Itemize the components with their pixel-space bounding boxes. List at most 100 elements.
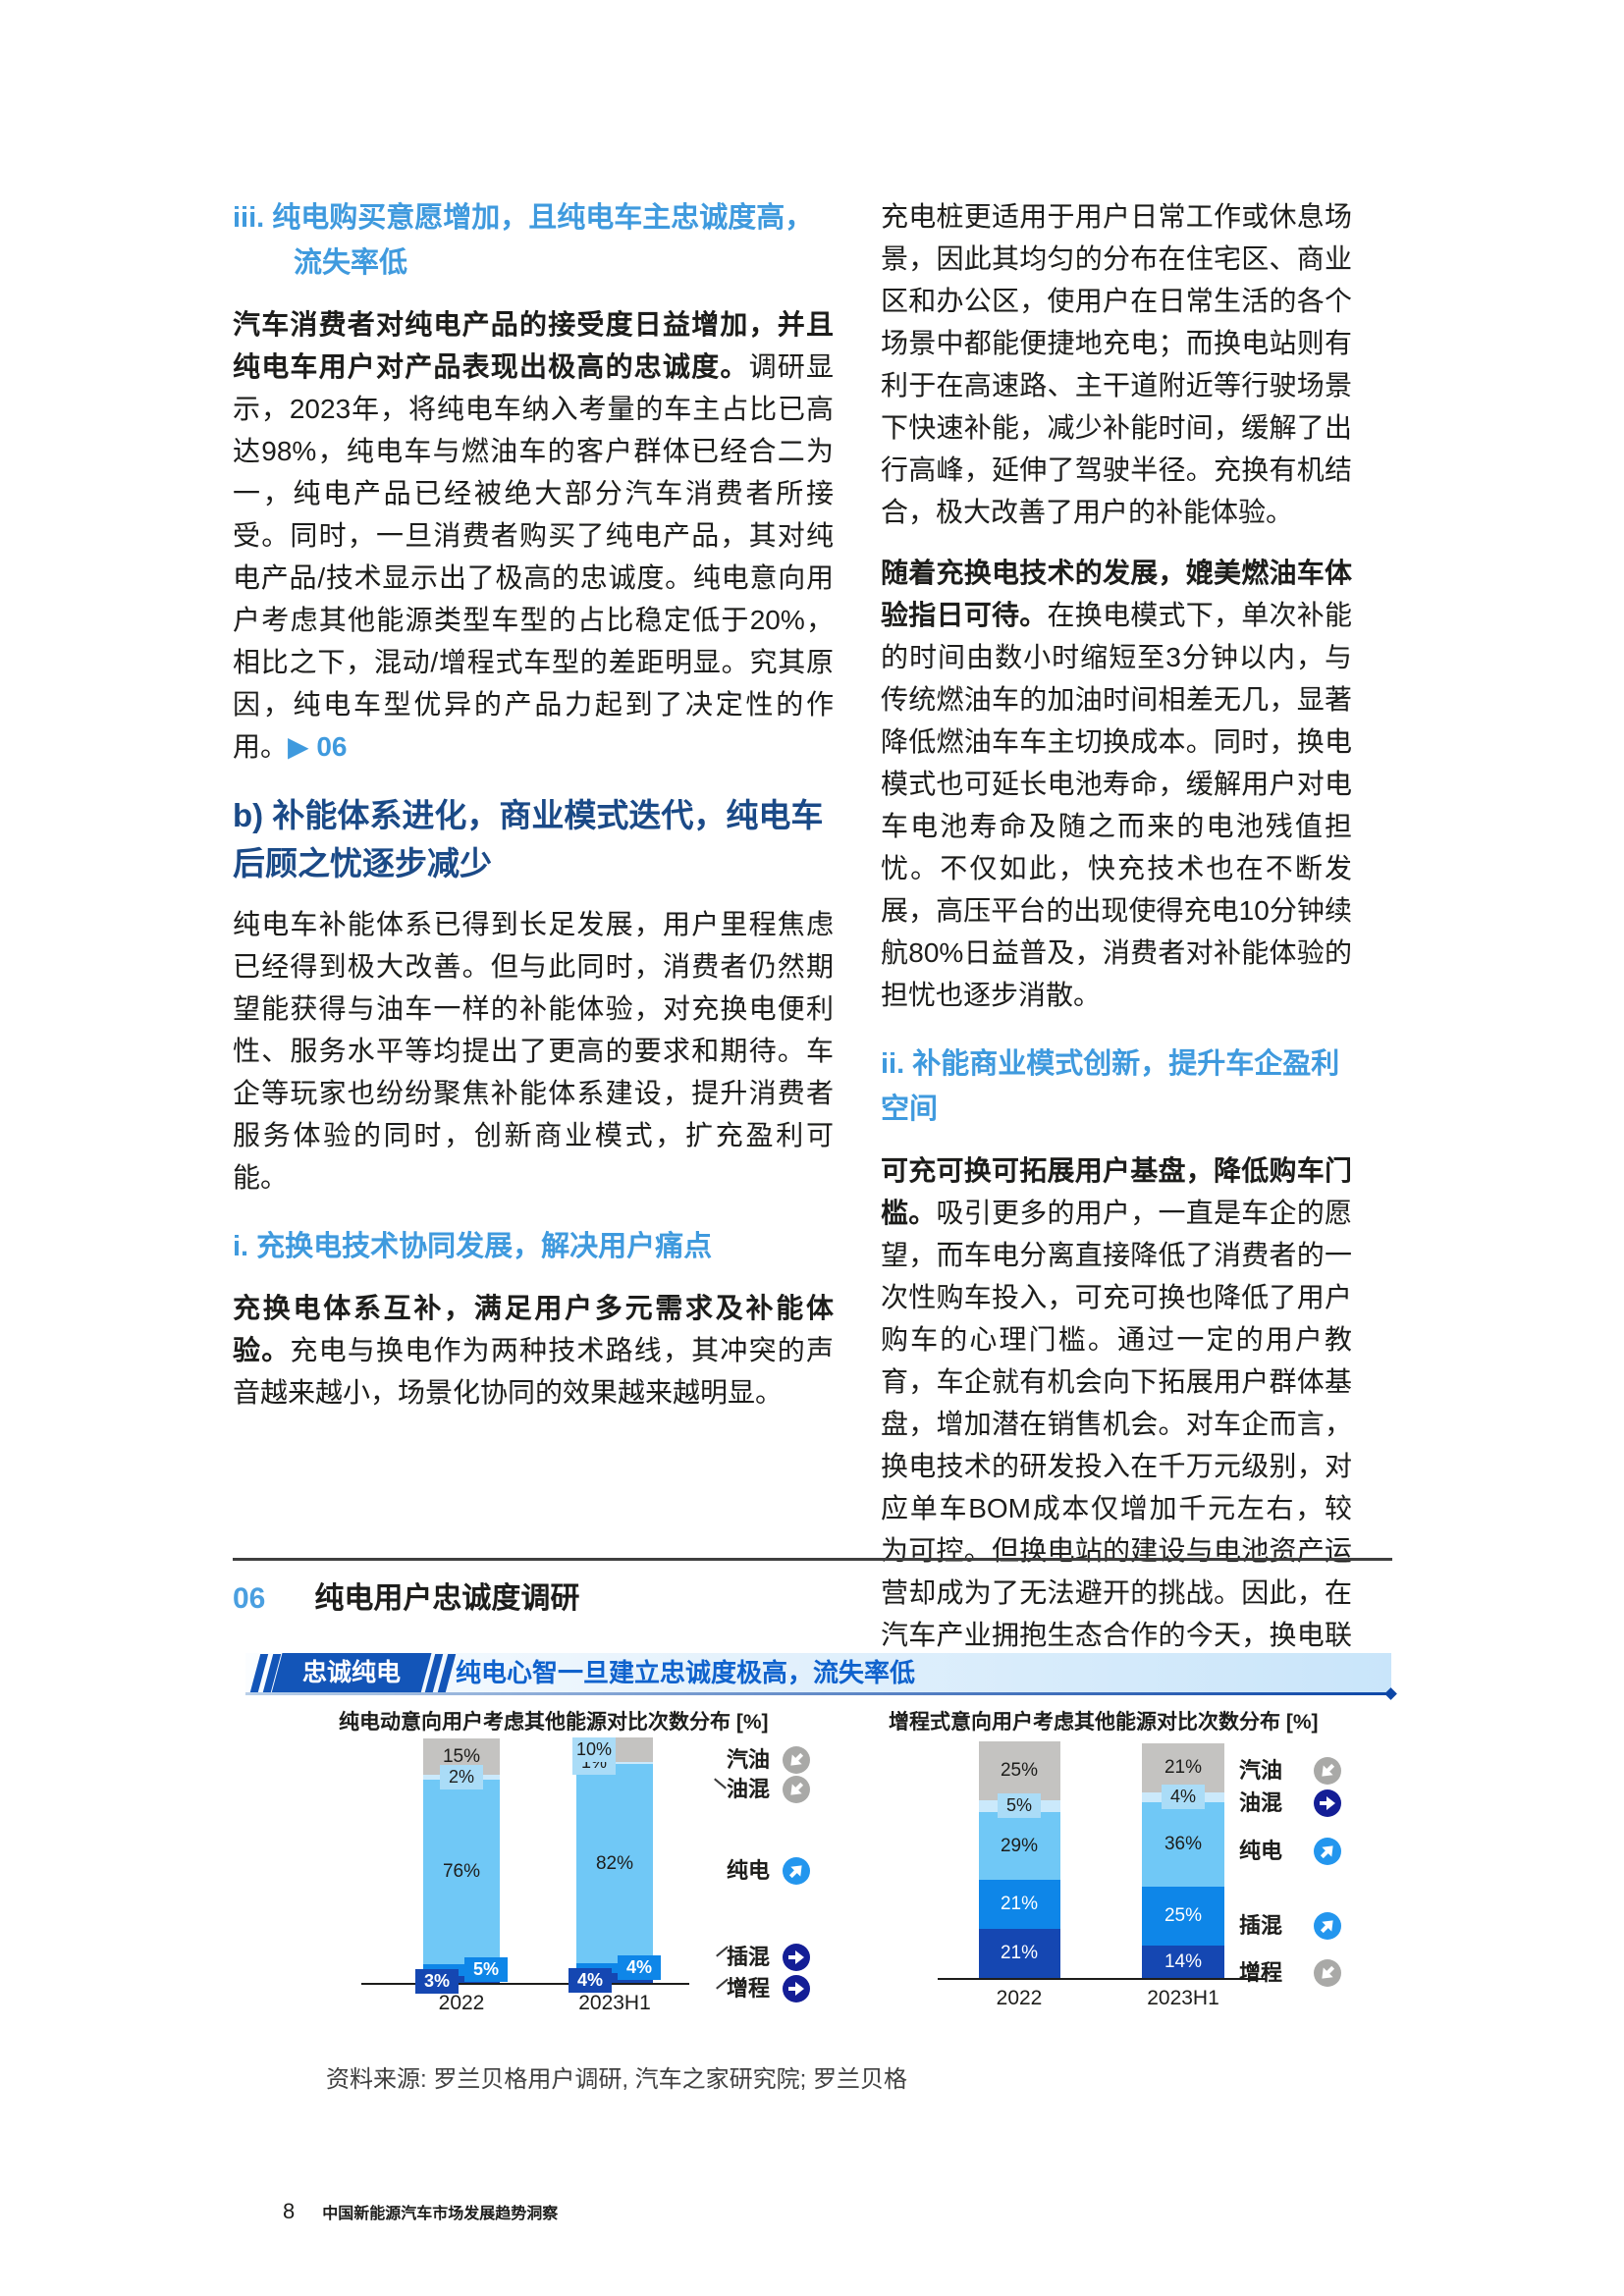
paragraph-1: 汽车消费者对纯电产品的接受度日益增加，并且纯电车用户对产品表现出极高的忠诚度。调… xyxy=(233,303,834,768)
legend-label-纯电: 纯电 xyxy=(727,1858,771,1883)
paragraph-text: 在换电模式下，单次补能的时间由数小时缩短至3分钟以内，与传统燃油车的加油时间相差… xyxy=(881,600,1352,1010)
legend-label-增程: 增程 xyxy=(1239,1960,1283,1985)
paragraph-3: 充换电体系互补，满足用户多元需求及补能体验。充电与换电作为两种技术路线，其冲突的… xyxy=(233,1287,834,1414)
segment-value-label: 82% xyxy=(595,1853,634,1874)
legend-label-纯电: 纯电 xyxy=(1239,1839,1283,1863)
heading-b: b) 补能体系进化，商业模式迭代，纯电车后顾之忧逐步减少 xyxy=(233,797,824,881)
legend-connector-line xyxy=(714,1778,727,1789)
trend-flat-icon xyxy=(783,1944,810,1971)
trend-down-icon xyxy=(1314,1959,1341,1987)
chart-title: 增程式意向用户考虑其他能源对比次数分布 [%] xyxy=(889,1711,1319,1734)
banner-diamond xyxy=(1384,1687,1397,1700)
bar-segment-增程 xyxy=(1142,1946,1224,1978)
legend-label-油混: 油混 xyxy=(727,1777,771,1801)
bar-segment-汽油 xyxy=(978,1741,1060,1800)
trend-down-icon xyxy=(783,1746,810,1774)
trend-flat-icon xyxy=(783,1975,810,2002)
segment-value-label: 14% xyxy=(1164,1951,1203,1972)
trend-up-icon xyxy=(1314,1912,1341,1940)
bar-segment-纯电 xyxy=(423,1780,500,1964)
segment-value-label: 21% xyxy=(1164,1757,1203,1778)
segment-value-label: 5% xyxy=(998,1793,1041,1818)
x-axis-label: 2023H1 xyxy=(578,1992,651,2014)
heading-ii: ii. 补能商业模式创新，提升车企盈利空间 xyxy=(881,1048,1340,1125)
segment-value-label: 4% xyxy=(618,1955,661,1980)
bar-segment-纯电 xyxy=(978,1812,1060,1880)
source-note: 资料来源: 罗兰贝格用户调研, 汽车之家研究院; 罗兰贝格 xyxy=(326,2066,908,2093)
right-column: 充电桩更适用于用户日常工作或休息场景，因此其均匀的分布在住宅区、商业区和办公区，… xyxy=(881,195,1352,1717)
paragraph-text: 吸引更多的用户，一直是车企的愿望，而车电分离直接降低了消费者的一次性购车投入，可… xyxy=(881,1198,1352,1692)
arrow-glyph xyxy=(1317,1915,1338,1936)
legend-label-汽油: 汽油 xyxy=(727,1747,771,1772)
segment-value-label: 4% xyxy=(568,1968,612,1993)
arrow-glyph xyxy=(1317,1841,1338,1861)
segment-value-label: 3% xyxy=(415,1969,459,1994)
page-footer: 8 中国新能源汽车市场发展趋势洞察 xyxy=(283,2199,558,2224)
figure-banner: 忠诚纯电 纯电心智一旦建立忠诚度极高，流失率低 xyxy=(245,1653,1397,1700)
paragraph-5: 随着充换电技术的发展，媲美燃油车体验指日可待。在换电模式下，单次补能的时间由数小… xyxy=(881,552,1352,1016)
chart-bev-intender-distribution: 纯电动意向用户考虑其他能源对比次数分布 [%] 3% 5% 76% 2% 15% 2022 4… xyxy=(339,1706,839,2045)
paragraph-lead: 可充可换可拓展用户基盘，降低购车门槛。 xyxy=(881,1155,1352,1228)
legend-label-增程: 增程 xyxy=(727,1976,771,2001)
bar-segment-纯电 xyxy=(1142,1802,1224,1887)
arrow-glyph xyxy=(788,1982,804,1996)
x-axis-label: 2022 xyxy=(996,1987,1043,2009)
bar-segment-插混 xyxy=(978,1880,1060,1929)
figure-divider-rule xyxy=(233,1558,1392,1561)
paragraph-4: 充电桩更适用于用户日常工作或休息场景，因此其均匀的分布在住宅区、商业区和办公区，… xyxy=(881,201,1352,527)
paragraph-lead: 随着充换电技术的发展，媲美燃油车体验指日可待。 xyxy=(881,558,1352,630)
segment-value-label: 29% xyxy=(1000,1836,1039,1856)
segment-value-label: 2% xyxy=(440,1765,483,1789)
arrow-glyph xyxy=(1317,1760,1337,1782)
trend-down-icon xyxy=(783,1776,810,1803)
paragraph-text: 充电与换电作为两种技术路线，其冲突的声音越来越小，场景化协同的效果越来越明显。 xyxy=(233,1335,834,1408)
banner-underline xyxy=(245,1692,1391,1695)
page-number: 8 xyxy=(283,2199,296,2223)
trend-flat-icon xyxy=(1314,1789,1341,1817)
bar-segment-增程 xyxy=(978,1929,1060,1978)
chart-title: 纯电动意向用户考虑其他能源对比次数分布 [%] xyxy=(339,1711,769,1734)
legend-label-插混: 插混 xyxy=(1239,1913,1283,1938)
left-column: iii. 纯电购买意愿增加，且纯电车主忠诚度高，流失率低 汽车消费者对纯电产品的… xyxy=(233,195,834,1432)
chart-erev-intender-distribution: 增程式意向用户考虑其他能源对比次数分布 [%] 21% 21% 29% 5% 25% 202… xyxy=(889,1706,1380,2045)
banner-headline: 纯电心智一旦建立忠诚度极高，流失率低 xyxy=(456,1658,916,1687)
trend-down-icon xyxy=(1314,1757,1341,1785)
bar-segment-插混 xyxy=(576,1963,653,1973)
arrow-glyph xyxy=(1320,1796,1335,1810)
paragraph-6: 可充可换可拓展用户基盘，降低购车门槛。吸引更多的用户，一直是车企的愿望，而车电分… xyxy=(881,1149,1352,1698)
segment-value-label: 21% xyxy=(1000,1894,1039,1914)
arrow-glyph xyxy=(788,1950,804,1964)
segment-value-label: 4% xyxy=(1162,1785,1205,1809)
bar-segment-增程 xyxy=(576,1973,653,1983)
trend-up-icon xyxy=(1314,1838,1341,1865)
heading-i: i. 充换电技术协同发展，解决用户痛点 xyxy=(233,1231,713,1262)
x-axis-label: 2022 xyxy=(438,1992,485,2014)
segment-value-label: 21% xyxy=(1000,1943,1039,1963)
x-axis-label: 2023H1 xyxy=(1147,1987,1219,2009)
paragraph-lead: 充换电体系互补，满足用户多元需求及补能体验。 xyxy=(233,1293,834,1365)
figure-number: 06 xyxy=(233,1582,266,1615)
footer-title: 中国新能源汽车市场发展趋势洞察 xyxy=(322,2206,559,2222)
trend-up-icon xyxy=(783,1857,810,1885)
arrow-glyph xyxy=(785,1749,806,1771)
bar-segment-汽油 xyxy=(1142,1743,1224,1792)
x-axis-line xyxy=(938,1978,1267,1980)
heading-iii: iii. 纯电购买意愿增加，且纯电车主忠诚度高，流失率低 xyxy=(233,202,814,279)
paragraph-2: 纯电车补能体系已得到长足发展，用户里程焦虑已经得到极大改善。但与此同时，消费者仍… xyxy=(233,909,834,1193)
banner-tag: 忠诚纯电 xyxy=(271,1653,432,1693)
segment-value-label: 25% xyxy=(1164,1905,1203,1926)
bar-segment-插混 xyxy=(1142,1887,1224,1946)
banner-tag-label: 忠诚纯电 xyxy=(301,1659,401,1686)
figure-ref-06: ▶ 06 xyxy=(288,731,348,762)
segment-value-label: 36% xyxy=(1164,1834,1203,1854)
arrow-glyph xyxy=(785,1860,807,1881)
arrow-glyph xyxy=(1317,1962,1337,1984)
segment-value-label: 5% xyxy=(464,1957,508,1982)
arrow-glyph xyxy=(785,1779,806,1800)
bar-segment-纯电 xyxy=(576,1764,653,1963)
paragraph-text: 调研显示，2023年，将纯电车纳入考量的车主占比已高达98%，纯电车与燃油车的客… xyxy=(233,351,834,762)
segment-value-label: 15% xyxy=(442,1746,481,1767)
bar-segment-增程 xyxy=(423,1976,500,1983)
segment-value-label: 76% xyxy=(442,1861,481,1882)
